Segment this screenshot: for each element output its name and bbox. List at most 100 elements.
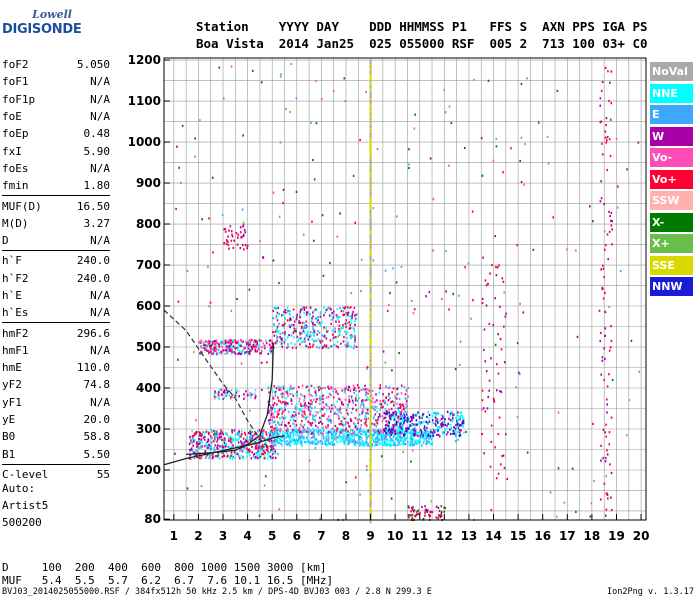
- echo-point: [410, 429, 412, 432]
- echo-point: [320, 97, 323, 101]
- echo-point: [322, 432, 325, 435]
- echo-point: [272, 415, 275, 418]
- x-tick-label: 4: [243, 529, 251, 543]
- echo-point: [295, 424, 298, 427]
- echo-point: [213, 339, 216, 343]
- echo-point: [221, 455, 224, 458]
- echo-point: [252, 455, 255, 458]
- echo-point: [325, 431, 328, 434]
- echo-point: [294, 430, 297, 433]
- echo-point: [346, 312, 348, 315]
- echo-point: [329, 314, 332, 317]
- echo-point: [382, 417, 385, 421]
- echo-point: [350, 345, 353, 348]
- echo-point: [208, 456, 211, 460]
- echo-point: [232, 246, 235, 250]
- echo-point: [378, 391, 380, 394]
- echo-point: [601, 359, 604, 362]
- echo-point: [237, 431, 240, 434]
- echo-point: [288, 389, 291, 392]
- echo-point: [419, 416, 421, 419]
- echo-point: [334, 405, 337, 408]
- echo-point: [409, 424, 411, 427]
- echo-point: [314, 308, 317, 311]
- echo-point: [315, 414, 317, 417]
- echo-point: [236, 342, 238, 345]
- echo-point: [365, 436, 368, 439]
- echo-point: [338, 417, 340, 420]
- echo-point: [443, 420, 446, 423]
- echo-point: [241, 351, 243, 355]
- echo-point: [398, 440, 401, 443]
- echo-point: [297, 440, 299, 443]
- echo-point: [174, 452, 176, 455]
- echo-point: [269, 418, 272, 421]
- echo-point: [292, 331, 295, 334]
- echo-point: [353, 344, 356, 347]
- echo-point: [395, 215, 398, 218]
- echo-point: [236, 297, 238, 301]
- echo-point: [285, 424, 287, 427]
- echo-point: [484, 360, 487, 363]
- echo-point: [289, 385, 292, 388]
- echo-point: [249, 442, 251, 445]
- echo-point: [341, 439, 343, 442]
- echo-point: [243, 442, 245, 445]
- echo-point: [341, 402, 343, 405]
- echo-point: [381, 415, 384, 418]
- echo-point: [273, 306, 275, 310]
- echo-point: [222, 391, 225, 394]
- echo-point: [313, 386, 316, 389]
- echo-point: [320, 345, 323, 348]
- echo-point: [355, 433, 357, 437]
- echo-point: [338, 435, 341, 438]
- echo-point: [402, 439, 404, 442]
- echo-point: [342, 340, 345, 343]
- echo-point: [228, 437, 230, 440]
- echo-point: [330, 322, 332, 326]
- echo-point: [301, 332, 304, 335]
- echo-point: [272, 259, 275, 262]
- echo-point: [287, 345, 290, 349]
- echo-point: [399, 425, 401, 428]
- echo-point: [395, 437, 398, 440]
- echo-point: [198, 440, 201, 443]
- echo-point: [519, 159, 521, 163]
- echo-point: [404, 397, 407, 400]
- echo-point: [304, 429, 307, 432]
- echo-point: [330, 345, 333, 348]
- echo-point: [410, 506, 413, 509]
- echo-point: [332, 310, 335, 313]
- echo-point: [273, 402, 276, 405]
- echo-point: [227, 349, 229, 352]
- echo-point: [215, 345, 218, 348]
- echo-point: [297, 385, 300, 389]
- echo-point: [282, 392, 284, 395]
- echo-point: [281, 324, 284, 327]
- echo-point: [385, 437, 387, 440]
- echo-point: [300, 439, 302, 442]
- echo-point: [425, 420, 428, 424]
- echo-point: [308, 335, 311, 338]
- echo-point: [302, 404, 304, 407]
- echo-point: [446, 410, 449, 413]
- echo-point: [348, 441, 351, 444]
- echo-point: [289, 110, 291, 114]
- param-value: N/A: [90, 234, 110, 248]
- echo-point: [488, 322, 491, 326]
- echo-point: [364, 444, 366, 447]
- echo-point: [413, 308, 416, 311]
- echo-point: [455, 434, 457, 437]
- echo-point: [391, 444, 393, 447]
- param-name: foEp: [2, 127, 29, 141]
- echo-point: [268, 343, 271, 346]
- echo-point: [235, 388, 238, 391]
- echo-point: [339, 431, 342, 434]
- echo-point: [279, 340, 281, 344]
- echo-point: [330, 308, 332, 311]
- legend-item: W: [650, 126, 693, 146]
- x-tick-label: 9: [366, 529, 374, 543]
- echo-point: [403, 420, 406, 423]
- echo-point: [603, 378, 606, 382]
- echo-point: [373, 434, 375, 437]
